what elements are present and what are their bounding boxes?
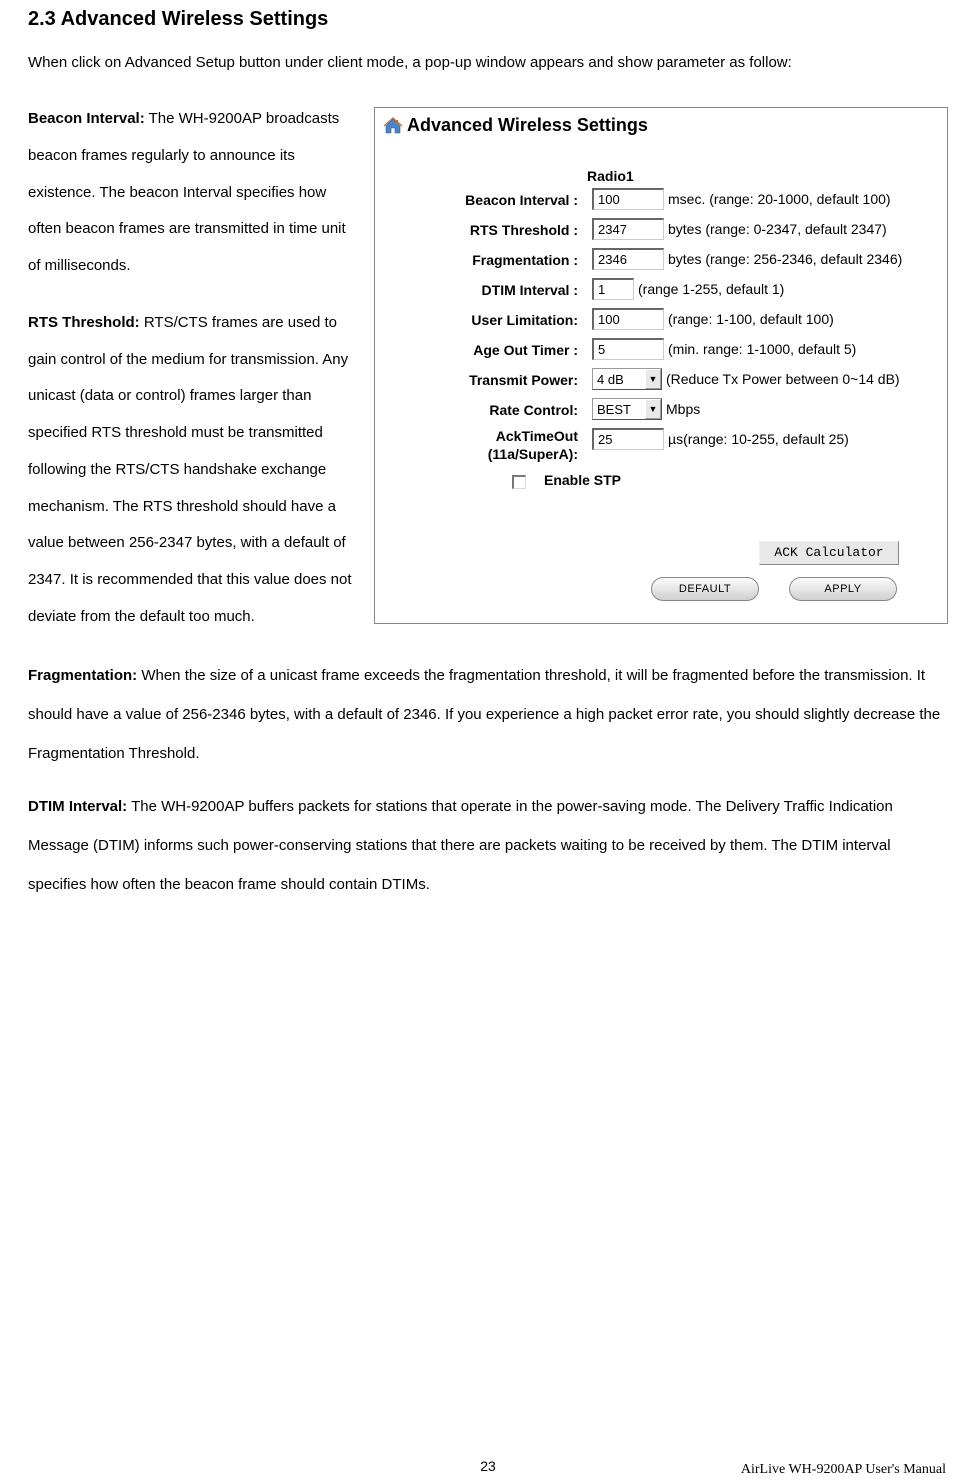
label-frag: Fragmentation :	[387, 248, 592, 268]
ack-input[interactable]	[592, 428, 664, 450]
stp-label: Enable STP	[544, 471, 621, 489]
txpower-select[interactable]: 4 dB ▼	[592, 368, 662, 390]
txpower-value: 4 dB	[597, 372, 624, 387]
row-ageout: Age Out Timer : (min. range: 1-1000, def…	[387, 338, 935, 360]
rts-hint: bytes (range: 0-2347, default 2347)	[668, 220, 887, 238]
ageout-input[interactable]	[592, 338, 664, 360]
default-button[interactable]: DEFAULT	[651, 577, 759, 601]
window-title: Advanced Wireless Settings	[407, 115, 648, 136]
row-stp: . Enable STP	[387, 471, 935, 491]
label-beacon: Beacon Interval :	[387, 188, 592, 208]
row-rts: RTS Threshold : bytes (range: 0-2347, de…	[387, 218, 935, 240]
chevron-down-icon: ▼	[645, 369, 661, 389]
settings-body: Radio1 Beacon Interval : msec. (range: 2…	[375, 138, 947, 601]
ack-calculator-button[interactable]: ACK Calculator	[759, 541, 899, 565]
window-header: Advanced Wireless Settings	[375, 108, 947, 138]
desc-frag: Fragmentation: When the size of a unicas…	[28, 656, 948, 773]
row-rate: Rate Control: BEST ▼ Mbps	[387, 398, 935, 420]
frag-hint: bytes (range: 256-2346, default 2346)	[668, 250, 902, 268]
row-beacon: Beacon Interval : msec. (range: 20-1000,…	[387, 188, 935, 210]
label-rate: Rate Control:	[387, 398, 592, 418]
intro-text: When click on Advanced Setup button unde…	[28, 45, 948, 81]
ack-hint: µs(range: 10-255, default 25)	[668, 430, 849, 448]
house-icon	[383, 117, 403, 135]
label-ageout: Age Out Timer :	[387, 338, 592, 358]
txpower-hint: (Reduce Tx Power between 0~14 dB)	[666, 370, 900, 388]
ageout-hint: (min. range: 1-1000, default 5)	[668, 340, 856, 358]
desc-dtim: DTIM Interval: The WH-9200AP buffers pac…	[28, 787, 948, 904]
rts-input[interactable]	[592, 218, 664, 240]
row-userlim: User Limitation: (range: 1-100, default …	[387, 308, 935, 330]
dtim-input[interactable]	[592, 278, 634, 300]
stp-checkbox[interactable]	[512, 475, 526, 489]
button-row-calc: ACK Calculator	[387, 541, 935, 565]
button-row-actions: DEFAULT APPLY	[387, 577, 935, 601]
frag-input[interactable]	[592, 248, 664, 270]
userlim-hint: (range: 1-100, default 100)	[668, 310, 834, 328]
rate-select[interactable]: BEST ▼	[592, 398, 662, 420]
manual-label: AirLive WH-9200AP User's Manual	[741, 1462, 946, 1478]
radio-label: Radio1	[587, 168, 935, 184]
apply-button[interactable]: APPLY	[789, 577, 897, 601]
label-ack: AckTimeOut (11a/SuperA):	[387, 428, 592, 463]
label-rts: RTS Threshold :	[387, 218, 592, 238]
chevron-down-icon: ▼	[645, 399, 661, 419]
row-ack: AckTimeOut (11a/SuperA): µs(range: 10-25…	[387, 428, 935, 463]
rate-hint: Mbps	[666, 400, 700, 418]
label-userlim: User Limitation:	[387, 308, 592, 328]
rate-value: BEST	[597, 402, 631, 417]
section-heading: 2.3 Advanced Wireless Settings	[28, 8, 948, 31]
label-txpower: Transmit Power:	[387, 368, 592, 388]
dtim-hint: (range 1-255, default 1)	[638, 280, 784, 298]
row-dtim: DTIM Interval : (range 1-255, default 1)	[387, 278, 935, 300]
settings-window: Advanced Wireless Settings Radio1 Beacon…	[374, 107, 948, 624]
row-frag: Fragmentation : bytes (range: 256-2346, …	[387, 248, 935, 270]
userlim-input[interactable]	[592, 308, 664, 330]
beacon-hint: msec. (range: 20-1000, default 100)	[668, 190, 891, 208]
beacon-input[interactable]	[592, 188, 664, 210]
row-txpower: Transmit Power: 4 dB ▼ (Reduce Tx Power …	[387, 368, 935, 390]
label-dtim: DTIM Interval :	[387, 278, 592, 298]
